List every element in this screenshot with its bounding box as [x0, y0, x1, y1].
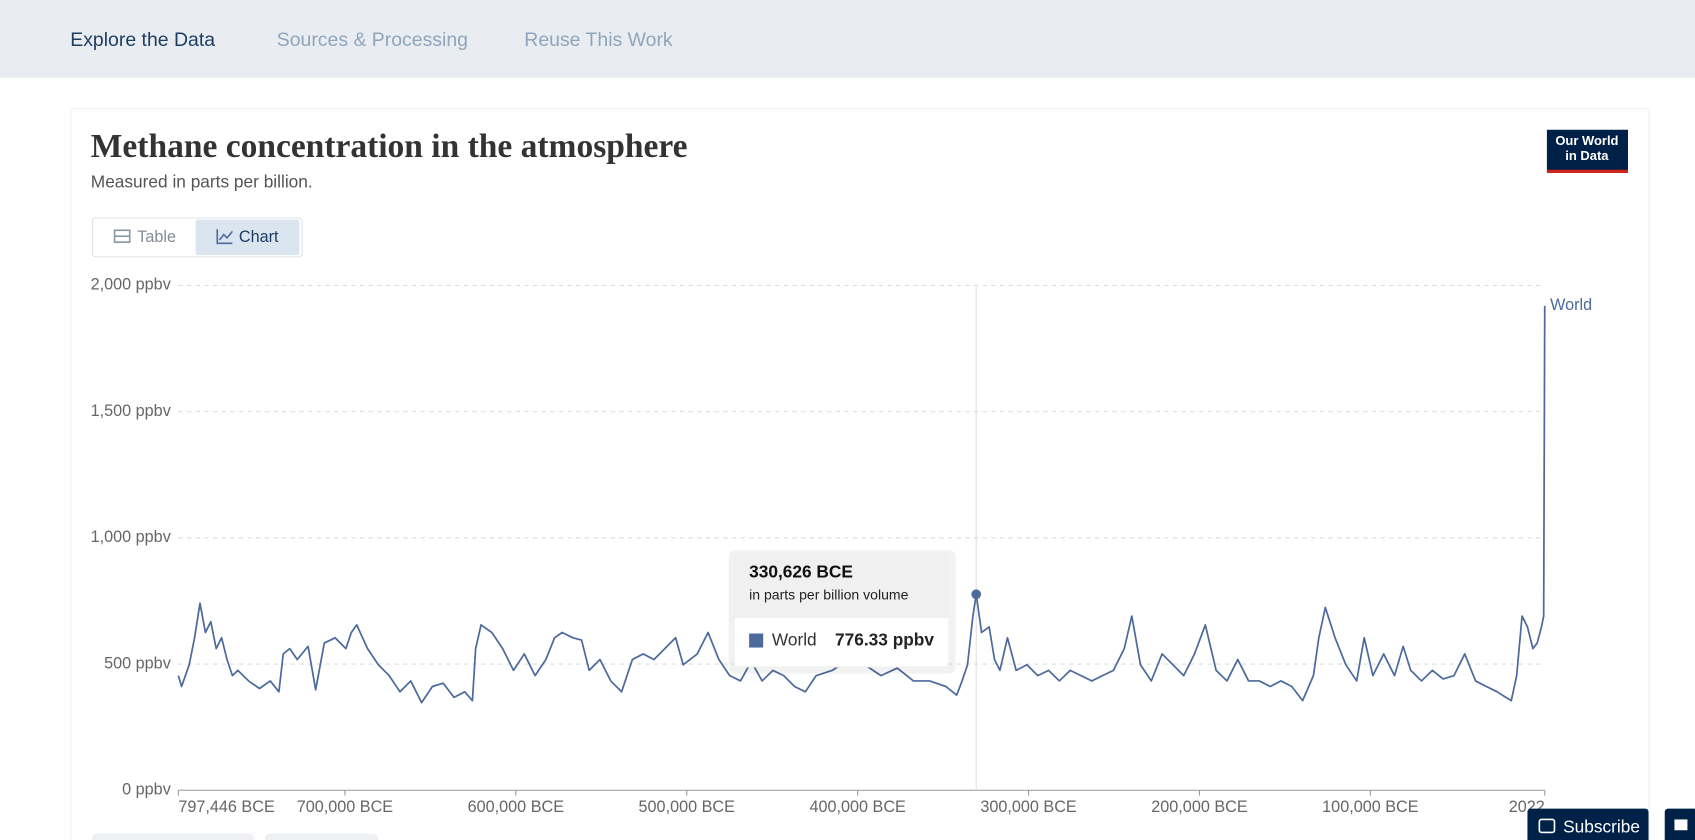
- toggle-option[interactable]: Table: [137, 228, 176, 246]
- nav-bar: [0, 0, 1695, 78]
- x-tick-label: 100,000 BCE: [1322, 798, 1419, 816]
- logo-text: Our World: [1555, 133, 1618, 148]
- logo-stripe: [1546, 169, 1628, 173]
- subscribe-label[interactable]: Subscribe: [1563, 817, 1640, 837]
- x-tick-label: 200,000 BCE: [1151, 798, 1248, 816]
- tooltip-swatch: [749, 633, 764, 648]
- tooltip: 330,626 BCE in parts per billion volume Wo…: [728, 550, 956, 674]
- nav-tab[interactable]: Sources & Processing: [277, 29, 468, 51]
- x-tick-label: 500,000 BCE: [639, 798, 736, 816]
- y-tick-label: 1,500 ppbv: [91, 402, 172, 420]
- toggle-active[interactable]: [195, 219, 300, 256]
- footer-pill[interactable]: [264, 833, 379, 840]
- hover-point: [971, 589, 982, 600]
- chart-icon: [216, 229, 234, 245]
- y-tick-label: 0 ppbv: [122, 781, 172, 799]
- tooltip-subtitle: in parts per billion volume: [749, 586, 908, 602]
- tooltip-header: [734, 555, 949, 618]
- y-tick-label: 1,000 ppbv: [91, 528, 172, 546]
- y-tick-label: 500 ppbv: [104, 654, 172, 672]
- nav-tab[interactable]: Explore the Data: [70, 29, 215, 51]
- mail-icon: [1538, 818, 1556, 834]
- card: [70, 108, 1650, 840]
- subscribe-button[interactable]: [1527, 808, 1649, 840]
- chart-title: Methane concentration in the atmosphere: [91, 128, 688, 165]
- series-label: World: [1550, 296, 1592, 314]
- logo-text: in Data: [1565, 148, 1609, 163]
- plot: 0 ppbv 500 ppbv 1,000 ppbv 1,500 ppbv 2,000 …: [91, 276, 1593, 816]
- x-tick-label: 400,000 BCE: [809, 798, 906, 816]
- tooltip-title: 330,626 BCE: [749, 562, 853, 582]
- x-tick-label: 700,000 BCE: [297, 798, 394, 816]
- y-tick-label: 2,000 ppbv: [91, 276, 172, 294]
- tooltip-series: World: [772, 630, 817, 650]
- chat-icon: [1674, 819, 1688, 831]
- footer-pill[interactable]: [91, 833, 255, 840]
- x-tick-label: 797,446 BCE: [178, 798, 275, 816]
- nav-tab[interactable]: Reuse This Work: [524, 29, 673, 51]
- x-tick-label: 600,000 BCE: [468, 798, 565, 816]
- tooltip-value: 776.33 ppbv: [835, 630, 934, 650]
- chart-subtitle: Measured in parts per billion.: [91, 171, 313, 191]
- logo[interactable]: [1546, 129, 1628, 173]
- x-tick-label: 300,000 BCE: [980, 798, 1077, 816]
- toggle-option[interactable]: Chart: [239, 228, 279, 246]
